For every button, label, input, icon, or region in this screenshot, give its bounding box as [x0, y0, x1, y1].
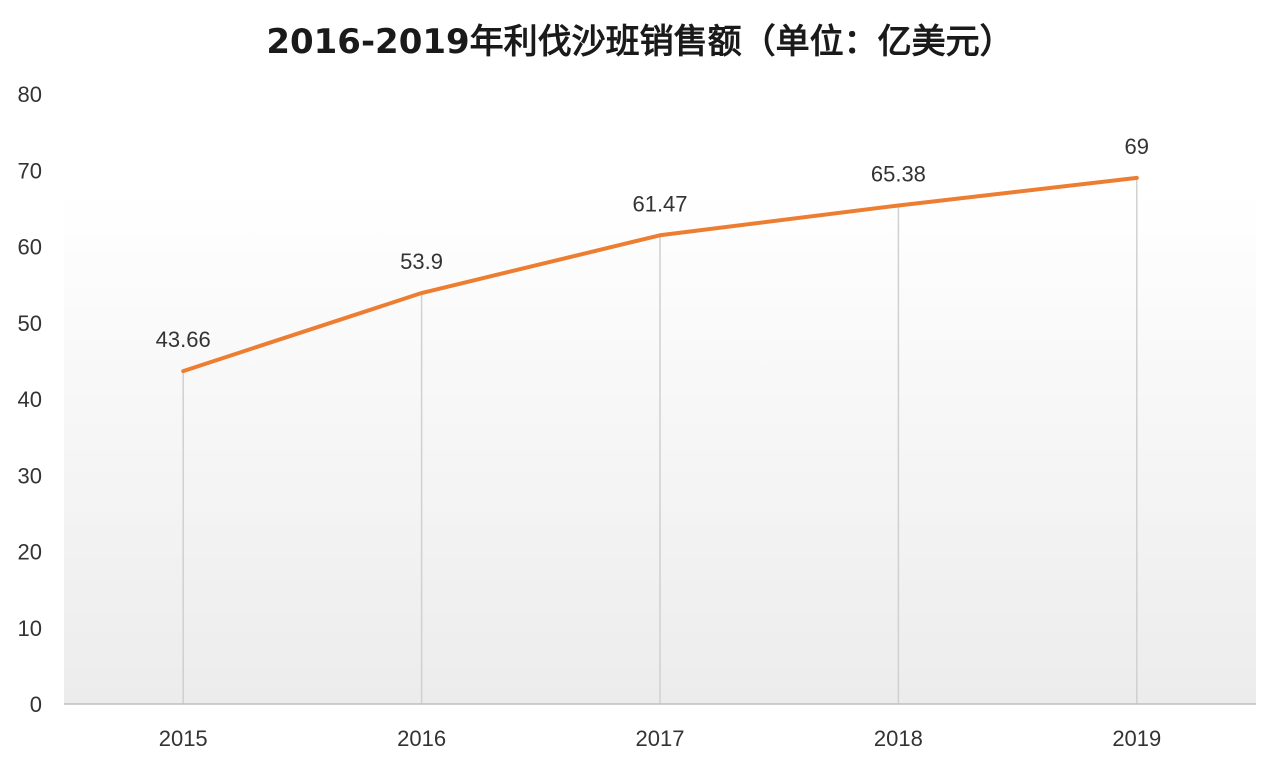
x-tick-label: 2016: [397, 726, 446, 751]
y-tick-label: 80: [18, 82, 42, 107]
y-tick-label: 20: [18, 540, 42, 565]
data-label: 43.66: [156, 327, 211, 352]
y-tick-label: 10: [18, 616, 42, 641]
y-tick-label: 40: [18, 387, 42, 412]
data-label: 53.9: [400, 249, 443, 274]
x-tick-label: 2017: [636, 726, 685, 751]
y-tick-label: 30: [18, 463, 42, 488]
data-label: 65.38: [871, 161, 926, 186]
chart-title: 2016-2019年利伐沙班销售额（单位：亿美元）: [266, 22, 1014, 62]
data-label: 69: [1125, 134, 1149, 159]
y-tick-label: 60: [18, 235, 42, 260]
y-tick-label: 50: [18, 311, 42, 336]
y-tick-label: 0: [30, 692, 42, 717]
x-tick-label: 2019: [1112, 726, 1161, 751]
x-tick-label: 2015: [159, 726, 208, 751]
data-label: 61.47: [632, 191, 687, 216]
y-tick-label: 70: [18, 158, 42, 183]
x-tick-label: 2018: [874, 726, 923, 751]
